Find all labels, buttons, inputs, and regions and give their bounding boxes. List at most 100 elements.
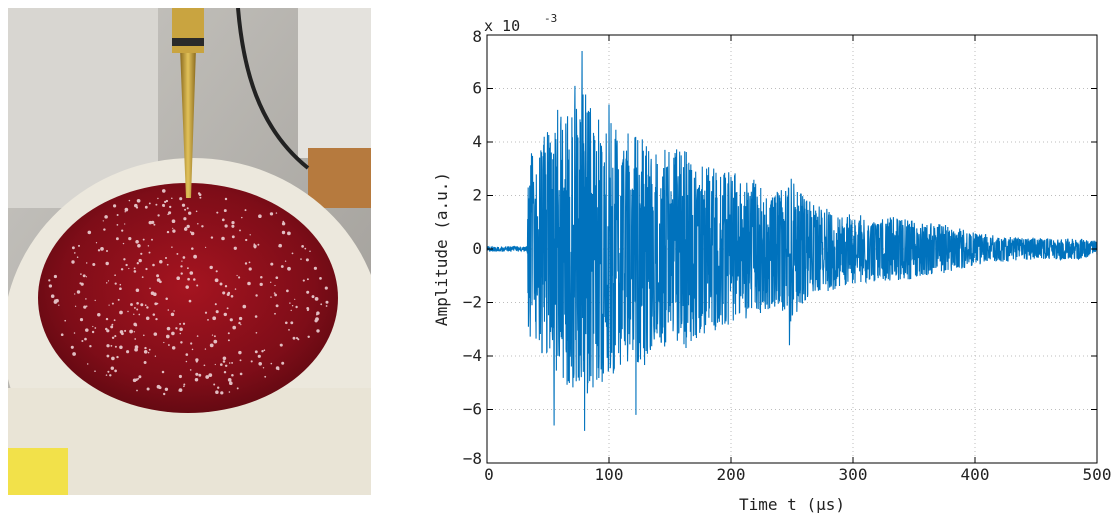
- bubble-dot: [297, 338, 300, 341]
- bubble-dot: [107, 280, 110, 282]
- bubble-dot: [111, 357, 115, 360]
- bubble-dot: [92, 262, 96, 267]
- bubble-dot: [116, 224, 119, 226]
- bubble-dot: [136, 198, 141, 203]
- bubble-dot: [133, 267, 136, 270]
- bubble-dot: [287, 266, 291, 271]
- bubble-dot: [236, 274, 238, 277]
- bubble-dot: [290, 321, 294, 325]
- bubble-dot: [313, 266, 317, 270]
- bubble-dot: [106, 250, 108, 252]
- bubble-dot: [114, 282, 117, 285]
- bubble-dot: [195, 372, 199, 376]
- chart-svg: 0 100 200 300 400 500 −8 −6 −4 −2 0 2 4 6 8 x 10 -3 Ti…: [432, 12, 1112, 514]
- bubble-dot: [110, 325, 114, 329]
- bubble-dot: [186, 207, 189, 210]
- bubble-dot: [94, 327, 97, 329]
- bubble-dot: [222, 360, 226, 363]
- bubble-dot: [73, 252, 76, 254]
- bubble-dot: [229, 318, 233, 322]
- bubble-dot: [215, 310, 219, 314]
- bubble-dot: [124, 329, 127, 332]
- bubble-dot: [185, 353, 189, 356]
- bubble-dot: [111, 336, 115, 340]
- bubble-dot: [168, 211, 172, 215]
- bubble-dot: [175, 327, 178, 330]
- bubble-dot: [197, 223, 199, 225]
- bubble-dot: [166, 326, 171, 331]
- bubble-dot: [100, 247, 104, 251]
- bubble-dot: [169, 205, 172, 209]
- bubble-dot: [134, 203, 138, 208]
- bubble-dot: [133, 270, 137, 273]
- bubble-dot: [176, 252, 179, 255]
- bubble-dot: [76, 290, 81, 294]
- bubble-dot: [114, 274, 116, 277]
- bubble-dot: [117, 298, 120, 301]
- bubble-dot: [143, 349, 148, 354]
- bubble-dot: [140, 303, 144, 307]
- bubble-dot: [233, 246, 237, 250]
- bubble-dot: [286, 289, 289, 293]
- bubble-dot: [155, 317, 158, 321]
- bubble-dot: [145, 316, 150, 321]
- bubble-dot: [211, 334, 214, 336]
- bubble-dot: [239, 372, 243, 376]
- bubble-dot: [148, 220, 153, 225]
- bubble-dot: [145, 267, 148, 271]
- bubble-dot: [241, 216, 243, 219]
- bubble-dot: [238, 350, 242, 355]
- bubble-dot: [238, 276, 241, 279]
- bubble-dot: [240, 323, 242, 326]
- bubble-dot: [304, 247, 307, 250]
- bubble-dot: [262, 367, 265, 369]
- bubble-dot: [191, 247, 194, 250]
- bubble-dot: [275, 276, 279, 280]
- bubble-dot: [157, 214, 160, 217]
- bubble-dot: [191, 348, 194, 351]
- bubble-dot: [121, 332, 124, 336]
- bubble-dot: [289, 302, 291, 304]
- bubble-dot: [114, 369, 117, 373]
- bubble-dot: [287, 231, 291, 236]
- bubble-dot: [122, 242, 125, 245]
- bubble-dot: [110, 366, 115, 370]
- bubble-dot: [105, 282, 108, 284]
- bubble-dot: [258, 214, 262, 219]
- bubble-dot: [167, 344, 170, 346]
- bubble-dot: [79, 318, 84, 322]
- bubble-dot: [148, 202, 151, 205]
- bubble-dot: [110, 344, 113, 347]
- bubble-dot: [222, 356, 227, 361]
- bubble-dot: [102, 220, 104, 222]
- bubble-dot: [81, 339, 84, 343]
- amplitude-chart: 0 100 200 300 400 500 −8 −6 −4 −2 0 2 4 6 8 x 10 -3 Ti…: [420, 0, 1120, 514]
- bubble-dot: [281, 230, 286, 235]
- bubble-dot: [133, 322, 137, 327]
- bubble-dot: [284, 321, 288, 325]
- bubble-dot: [48, 284, 53, 288]
- bubble-dot: [124, 211, 126, 213]
- bubble-dot: [231, 361, 234, 364]
- bubble-dot: [190, 342, 193, 345]
- bubble-dot: [300, 258, 302, 260]
- bubble-dot: [244, 209, 247, 212]
- tick-layer: 0 100 200 300 400 500 −8 −6 −4 −2 0 2 4 6 8: [463, 27, 1112, 484]
- y-tick-label: 0: [472, 239, 482, 258]
- bubble-dot: [194, 377, 199, 382]
- bubble-dot: [171, 246, 173, 248]
- bubble-dot: [311, 295, 315, 299]
- bubble-dot: [136, 389, 138, 392]
- bubble-dot: [232, 325, 237, 330]
- y-tick-label: 6: [472, 79, 482, 98]
- bubble-dot: [172, 229, 176, 233]
- bubble-dot: [119, 283, 122, 286]
- bubble-dot: [138, 258, 142, 263]
- bubble-dot: [254, 315, 258, 318]
- bubble-dot: [182, 322, 186, 325]
- bubble-dot: [224, 364, 228, 368]
- bubble-dot: [171, 331, 175, 336]
- bubble-dot: [77, 244, 81, 247]
- bubble-dot: [113, 204, 117, 208]
- bubble-dot: [157, 197, 159, 200]
